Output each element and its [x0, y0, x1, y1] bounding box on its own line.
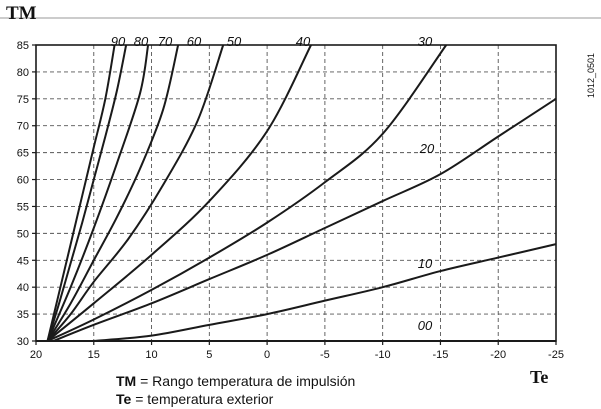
- curve-10: [93, 243, 557, 342]
- curve-50: [46, 44, 225, 342]
- y-tick-label: 35: [17, 309, 29, 321]
- y-tick-label: 65: [17, 148, 29, 160]
- y-tick-label: 30: [17, 336, 29, 348]
- curve-label-40: 40: [296, 34, 311, 49]
- legend-tm: TM = Rango temperatura de impulsión: [116, 372, 355, 390]
- x-tick-label: 10: [145, 349, 157, 361]
- legend-tm-text: = Rango temperatura de impulsión: [136, 373, 356, 389]
- curve-70: [46, 44, 150, 342]
- x-tick-label: 0: [264, 349, 270, 361]
- curve-40: [46, 44, 312, 342]
- curve-20: [52, 97, 557, 342]
- curve-label-20: 20: [419, 141, 435, 156]
- curve-label-90: 90: [111, 34, 126, 49]
- legend-te-key: Te: [116, 391, 132, 407]
- y-tick-label: 80: [17, 67, 29, 79]
- y-tick-label: 70: [17, 121, 29, 133]
- curve-60: [46, 44, 180, 342]
- legend-block: TM = Rango temperatura de impulsión Te =…: [116, 372, 355, 408]
- curve-label-00: 00: [418, 318, 433, 333]
- x-tick-label: 5: [206, 349, 212, 361]
- curve-label-10: 10: [418, 256, 433, 271]
- curve-90: [46, 44, 116, 342]
- y-tick-label: 50: [17, 228, 29, 240]
- curve-label-60: 60: [187, 34, 202, 49]
- x-tick-label: -15: [432, 349, 448, 361]
- legend-tm-key: TM: [116, 373, 137, 389]
- x-tick-label: -10: [375, 349, 391, 361]
- x-axis-title: Te: [530, 367, 549, 387]
- y-tick-label: 60: [17, 175, 29, 187]
- x-tick-label: 15: [88, 349, 100, 361]
- y-tick-label: 40: [17, 282, 29, 294]
- legend-te: Te = temperatura exterior: [116, 390, 355, 408]
- y-tick-label: 45: [17, 255, 29, 267]
- x-tick-label: -20: [490, 349, 506, 361]
- y-tick-label: 75: [17, 94, 29, 106]
- curve-80: [46, 44, 128, 342]
- y-tick-label: 85: [17, 40, 29, 52]
- legend-te-text: = temperatura exterior: [131, 391, 274, 407]
- x-tick-label: 20: [30, 349, 42, 361]
- curve-30: [47, 44, 448, 342]
- curve-label-30: 30: [418, 34, 433, 49]
- x-tick-label: -5: [320, 349, 330, 361]
- x-tick-label: -25: [548, 349, 564, 361]
- curve-label-80: 80: [134, 34, 149, 49]
- y-axis-title: TM: [6, 3, 37, 24]
- curve-label-70: 70: [158, 34, 173, 49]
- plot-frame: [35, 44, 557, 342]
- y-tick-label: 55: [17, 201, 29, 213]
- figure-code: 1012_0501: [586, 52, 596, 98]
- curve-label-50: 50: [227, 34, 242, 49]
